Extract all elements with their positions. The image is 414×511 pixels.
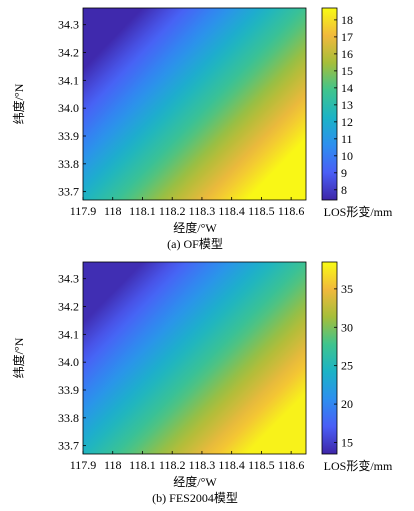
x-tick-label: 117.9 — [70, 204, 97, 218]
x-tick-label: 118 — [104, 204, 122, 218]
colorbar-tick-label: 14 — [341, 81, 353, 95]
y-tick-label: 34.0 — [58, 355, 79, 369]
x-tick-label: 118.4 — [218, 458, 245, 472]
heatmap-plot-b — [83, 262, 306, 454]
y-tick-label: 34.3 — [58, 272, 79, 286]
colorbar-tick-label: 30 — [341, 320, 353, 334]
y-axis-label-b: 纬度/°N — [11, 337, 26, 378]
y-ticks-a: 34.3 34.2 34.1 34.0 33.9 33.8 33.7 — [58, 18, 86, 199]
y-tick-label: 34.2 — [58, 46, 79, 60]
x-tick-label: 118.6 — [278, 204, 305, 218]
x-axis-label-a: 经度/°W — [173, 220, 217, 235]
panel-a: 34.334.234.134.033.933.833.7 117.9 118 118… — [11, 7, 393, 251]
heatmap-plot-a — [83, 8, 306, 200]
y-axis-label-a: 纬度/°N — [11, 83, 26, 124]
colorbar-ticks-b: 35 30 25 20 15 — [334, 282, 353, 449]
colorbar-frame-b — [321, 261, 338, 455]
colorbar-label-a: LOS形变/mm — [324, 204, 393, 219]
colorbar-label-b: LOS形变/mm — [324, 458, 393, 473]
plot-frame-b — [82, 261, 307, 455]
x-tick-label: 118.4 — [218, 204, 245, 218]
colorbar-tick-label: 15 — [341, 435, 353, 449]
x-tick-label: 118.1 — [129, 458, 156, 472]
y-tick-label: 34.3 — [58, 18, 79, 32]
colorbar-tick-label: 10 — [341, 149, 353, 163]
colorbar-b — [322, 262, 337, 454]
colorbar-a — [322, 8, 337, 200]
colorbar-tick-label: 15 — [341, 64, 353, 78]
y-tick-label: 33.9 — [58, 383, 79, 397]
colorbar-tick-label: 9 — [341, 166, 347, 180]
x-tick-label: 118.1 — [129, 204, 156, 218]
panel-b: 34.3 34.2 34.1 34.0 33.9 33.8 33.7 117.9 118 118… — [11, 261, 393, 505]
x-tick-label: 118 — [104, 458, 122, 472]
colorbar-tick-label: 11 — [341, 132, 353, 146]
caption-a: (a) OF模型 — [167, 237, 223, 251]
colorbar-ticks-a: 18 17 16 15 14 13 12 11 10 9 8 — [334, 13, 353, 197]
y-tick-label: 33.7 — [58, 185, 79, 199]
y-tick-label: 33.8 — [58, 157, 79, 171]
x-tick-label: 118.5 — [248, 458, 275, 472]
x-ticks-a: 117.9 118 118.1 118.2 118.3 118.4 118.5 118.6 — [70, 197, 305, 218]
colorbar-tick-label: 17 — [341, 30, 353, 44]
y-tick-label: 34.1 — [58, 73, 79, 87]
x-ticks-b: 117.9 118 118.1 118.2 118.3 118.4 118.5 118.6 — [70, 451, 305, 472]
y-tick-label: 33.7 — [58, 439, 79, 453]
y-tick-label: 33.8 — [58, 411, 79, 425]
colorbar-tick-label: 12 — [341, 115, 353, 129]
y-tick-label: 34.0 — [58, 101, 79, 115]
x-tick-label: 118.2 — [159, 204, 186, 218]
colorbar-tick-label: 18 — [341, 13, 353, 27]
x-tick-label: 117.9 — [70, 458, 97, 472]
x-tick-label: 118.3 — [189, 458, 216, 472]
y-tick-label: 34.1 — [58, 327, 79, 341]
colorbar-tick-label: 25 — [341, 359, 353, 373]
colorbar-tick-label: 16 — [341, 47, 353, 61]
colorbar-tick-label: 13 — [341, 98, 353, 112]
caption-b: (b) FES2004模型 — [152, 491, 238, 505]
y-tick-label: 33.9 — [58, 129, 79, 143]
y-tick-label: 34.2 — [58, 300, 79, 314]
x-tick-label: 118.6 — [278, 458, 305, 472]
colorbar-tick-label: 8 — [341, 183, 347, 197]
x-tick-label: 118.2 — [159, 458, 186, 472]
plot-frame-a — [82, 7, 307, 201]
x-axis-label-b: 经度/°W — [173, 474, 217, 489]
colorbar-frame-a — [321, 7, 338, 201]
y-ticks-b: 34.3 34.2 34.1 34.0 33.9 33.8 33.7 — [58, 272, 86, 453]
x-tick-label: 118.3 — [189, 204, 216, 218]
colorbar-tick-label: 20 — [341, 397, 353, 411]
colorbar-tick-label: 35 — [341, 282, 353, 296]
x-tick-label: 118.5 — [248, 204, 275, 218]
